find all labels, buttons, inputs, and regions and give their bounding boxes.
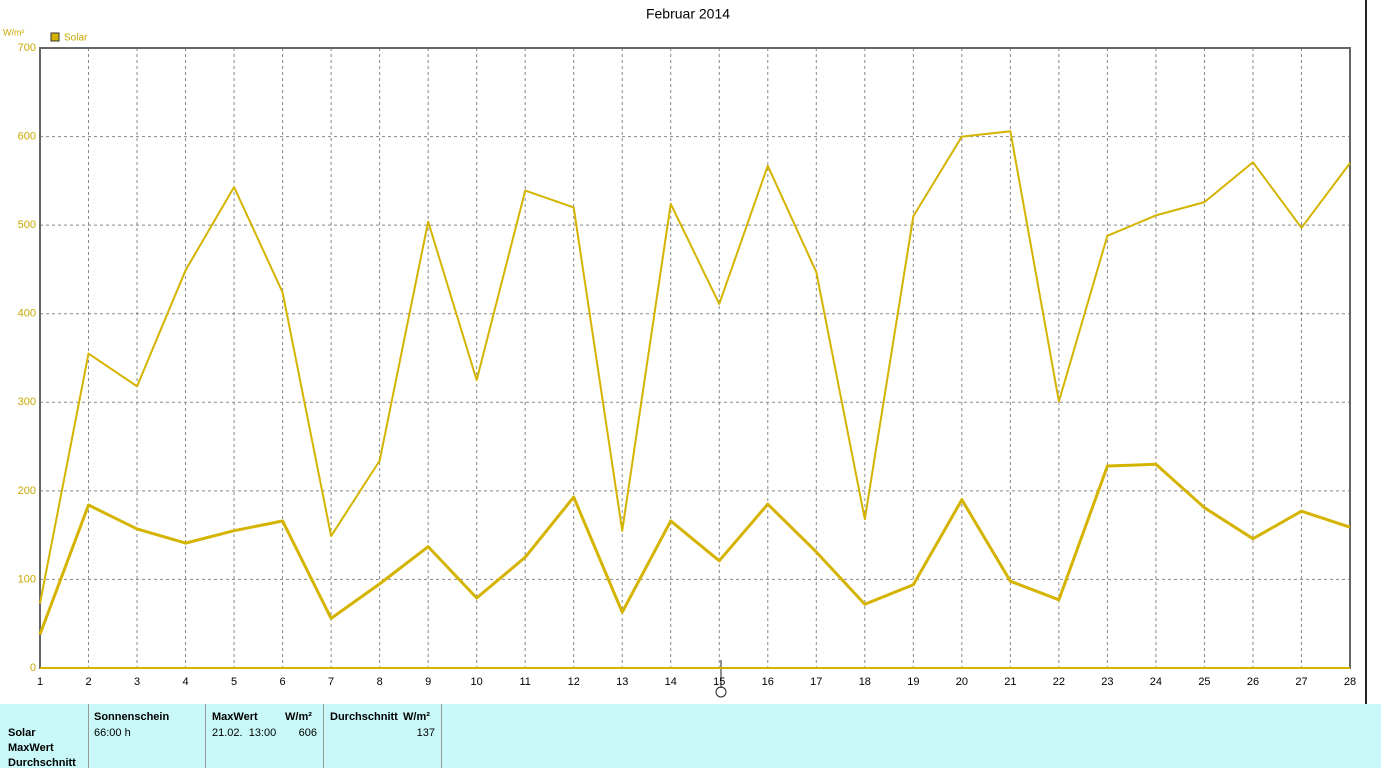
x-tick-label: 7 [328,676,334,688]
x-tick-label: 18 [859,676,871,688]
x-tick-label: 5 [231,676,237,688]
legend-swatch [50,32,60,42]
y-tick-label: 200 [18,485,36,497]
x-tick-label: 25 [1198,676,1210,688]
x-tick-label: 1 [37,676,43,688]
x-tick-label: 20 [956,676,968,688]
x-tick-label: 21 [1004,676,1016,688]
plot-frame [39,47,1351,669]
x-tick-label: 27 [1295,676,1307,688]
chart: Februar 2014 W/m² 0 100 200 300 400 500 600 700… [3,0,1367,704]
y-tick-label: 0 [30,662,36,674]
x-tick-label: 13 [616,676,628,688]
x-tick-label: 16 [762,676,774,688]
y-tick-label: 500 [18,219,36,231]
x-tick-label: 24 [1150,676,1162,688]
y-tick-label: 600 [18,130,36,142]
header: W/m² [403,711,430,723]
header: W/m² [285,711,312,723]
x-tick-label: 8 [377,676,383,688]
x-tick-label: 12 [568,676,580,688]
x-tick-label: 17 [810,676,822,688]
y-tick-label: 100 [18,573,36,585]
cell: 606 [298,727,317,739]
y-tick-label: 300 [18,396,36,408]
chart-title: Februar 2014 [646,6,730,22]
header: Durchschnitt [330,711,398,723]
series-line [38,462,1351,635]
x-tick-label: 2 [85,676,91,688]
header: Sonnenschein [94,711,170,723]
cell: 137 [416,727,435,739]
x-tick-label: 10 [471,676,483,688]
row-label: Durchschnitt [8,757,76,769]
x-tick-label: 14 [665,676,677,688]
cell: 66:00 h [94,727,131,739]
x-tick-label: 3 [134,676,140,688]
series-line [39,130,1351,604]
x-tick-label: 22 [1053,676,1065,688]
separator [323,704,324,768]
separator [441,704,442,768]
header: MaxWert [212,711,258,723]
separator [205,704,206,768]
x-tick-label: 6 [280,676,286,688]
summary-table: Solar MaxWert Durchschnitt Sonnenschein … [0,704,1381,769]
x-tick-label: 9 [425,676,431,688]
y-tick-label: 400 [18,308,36,320]
x-tick-label: 19 [907,676,919,688]
row-label: Solar [8,727,36,739]
x-tick-label: 15 [713,676,725,688]
cell: 21.02. 13:00 [212,727,277,739]
row-label: MaxWert [8,742,54,754]
x-tick-label: 26 [1247,676,1259,688]
y-tick-label: 700 [18,42,36,54]
x-tick-label: 11 [519,676,530,688]
separator [88,704,89,768]
cursor [715,686,727,698]
x-tick-label: 23 [1101,676,1113,688]
legend-label: Solar [64,33,88,44]
x-tick-label: 4 [182,676,188,688]
x-tick-label: 28 [1344,676,1356,688]
y-unit: W/m² [3,27,25,37]
